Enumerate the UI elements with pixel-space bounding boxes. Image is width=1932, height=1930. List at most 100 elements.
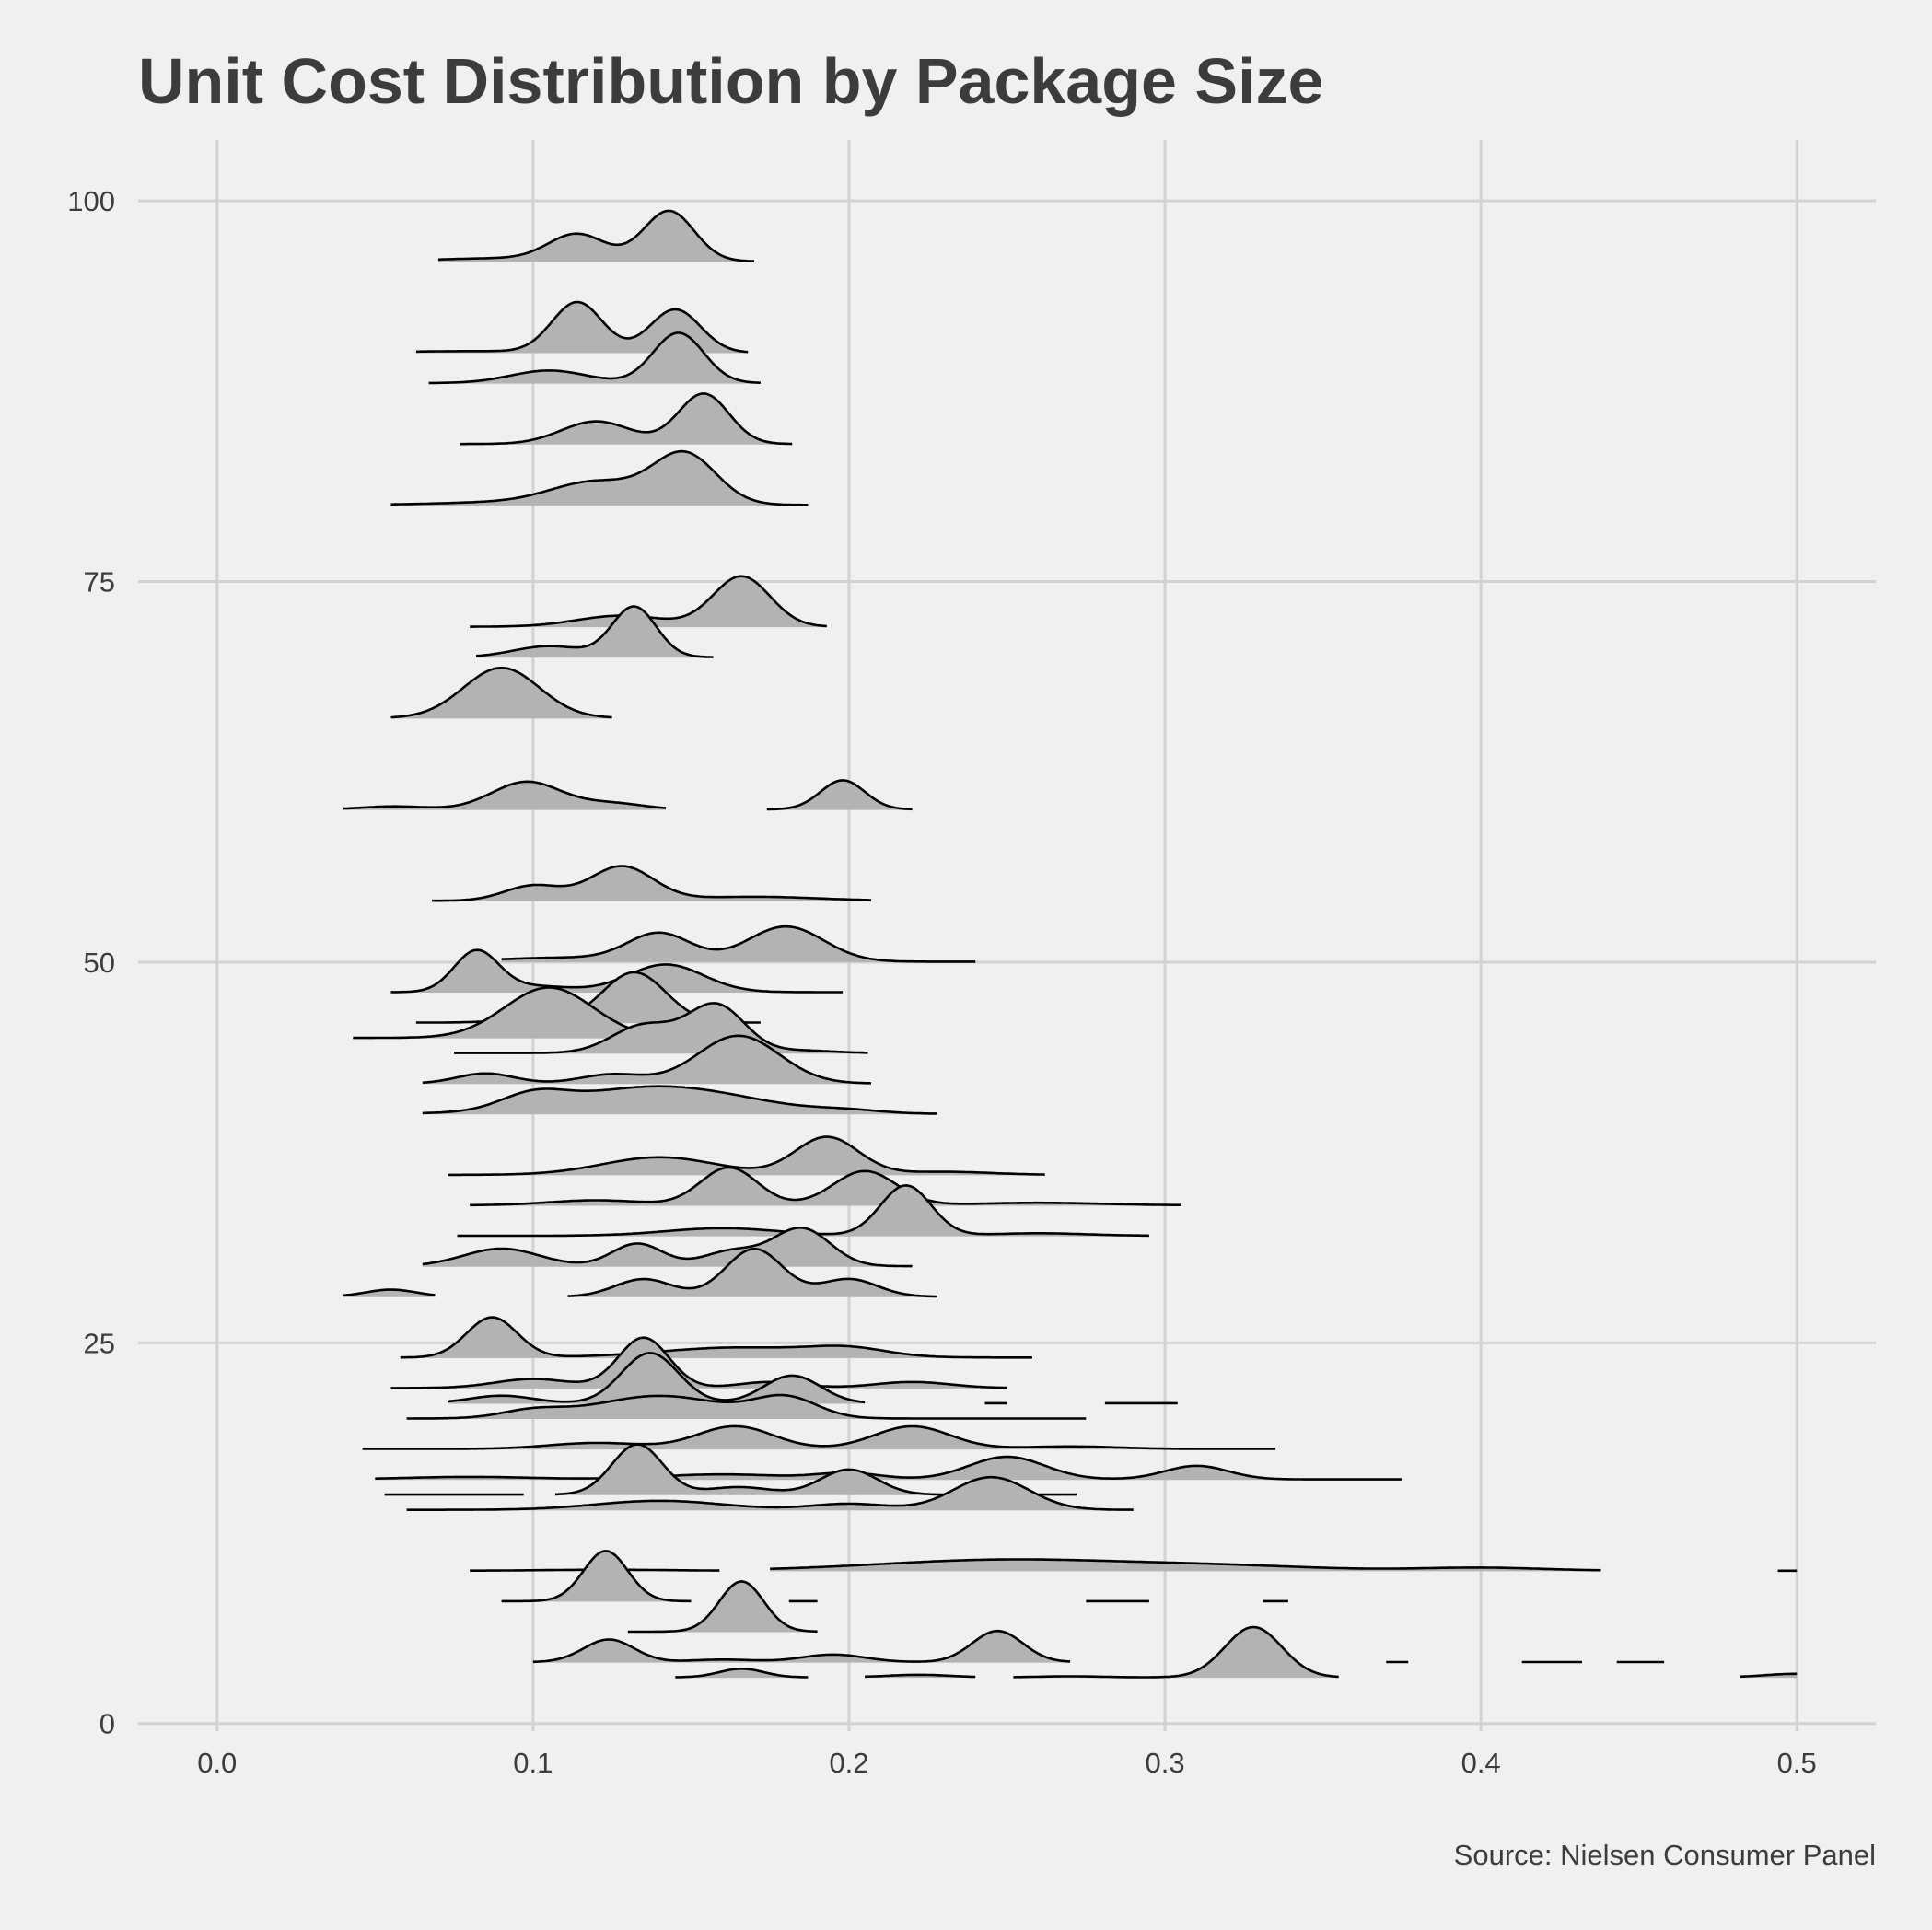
ridges-layer (343, 209, 1798, 1679)
ridge-line-34-3 (1740, 1672, 1798, 1679)
ridge-8 (343, 779, 913, 811)
ridge-area-0-0 (437, 210, 754, 262)
y-tick-label: 50 (84, 947, 115, 979)
ridge-line-33-0 (532, 1629, 1071, 1664)
ridge-area-18-0 (470, 1167, 1181, 1206)
ridge-line-23-0 (390, 1336, 1007, 1389)
ridge-line-34-0 (675, 1668, 809, 1679)
ridge-line-13-0 (353, 986, 669, 1040)
ridge-7 (390, 666, 612, 719)
ridge-26 (362, 1424, 1276, 1450)
ridge-area-17-0 (448, 1136, 1045, 1176)
ridge-line-9-0 (432, 865, 872, 902)
ridge-line-2-0 (428, 331, 761, 385)
ridge-area-6-0 (476, 606, 714, 658)
y-axis-tick-labels: 0 25 50 75 100 (67, 185, 115, 1740)
ridge-area-2-0 (428, 332, 761, 384)
ridge-area-3-0 (460, 393, 793, 445)
ridge-area-15-0 (422, 1035, 871, 1085)
ridge-line-8-1 (766, 779, 913, 811)
ridge-line-28-1 (554, 1443, 950, 1496)
ridge-2 (428, 331, 761, 385)
ridge-line-20-0 (422, 1227, 913, 1268)
y-tick-label: 25 (84, 1327, 115, 1359)
ridge-area-9-0 (432, 866, 871, 901)
ridge-30 (470, 1558, 1798, 1573)
ridge-25 (406, 1393, 1087, 1420)
ridge-area-4-0 (390, 451, 809, 506)
ridge-10 (501, 924, 976, 963)
ridge-34 (675, 1625, 1798, 1679)
ridge-4 (390, 449, 809, 506)
x-tick-label: 0.0 (197, 1747, 237, 1779)
ridge-area-8-1 (766, 780, 913, 810)
ridge-area-20-0 (422, 1227, 913, 1267)
x-tick-label: 0.4 (1461, 1747, 1501, 1779)
ridge-31 (501, 1550, 1288, 1603)
y-tick-label: 100 (67, 185, 115, 217)
ridge-line-16-0 (422, 1085, 938, 1115)
ridge-line-26-0 (362, 1424, 1276, 1450)
ridge-32 (627, 1580, 818, 1634)
ridge-33 (532, 1629, 1665, 1664)
chart-title: Unit Cost Distribution by Package Size (138, 45, 1323, 117)
ridge-line-34-1 (865, 1673, 976, 1679)
ridge-15 (422, 1034, 872, 1085)
ridge-0 (437, 209, 755, 262)
ridge-27 (375, 1455, 1402, 1481)
ridge-area-21-1 (567, 1249, 937, 1297)
ridge-area-7-0 (390, 668, 612, 719)
ridge-29 (406, 1475, 1134, 1511)
ridge-area-28-1 (554, 1444, 950, 1495)
ridge-area-12-0 (415, 972, 761, 1024)
ridge-23 (390, 1336, 1007, 1389)
ridge-22 (400, 1316, 1032, 1359)
ridge-area-22-0 (400, 1317, 1032, 1358)
ridge-area-29-0 (406, 1477, 1134, 1511)
ridge-21 (343, 1248, 937, 1298)
ridge-area-24-0 (448, 1353, 866, 1404)
y-tick-label: 75 (84, 566, 115, 599)
ridge-line-30-1 (770, 1558, 1601, 1572)
ridge-area-8-0 (343, 781, 666, 810)
ridge-area-21-0 (343, 1289, 436, 1297)
ridge-area-30-1 (770, 1559, 1601, 1572)
ridge-line-22-0 (400, 1316, 1032, 1359)
x-tick-label: 0.2 (829, 1747, 868, 1779)
ridge-area-16-0 (422, 1086, 937, 1115)
ridge-line-32-0 (627, 1580, 818, 1634)
ridge-area-34-2 (1013, 1627, 1339, 1679)
ridge-area-32-0 (627, 1581, 818, 1633)
ridge-line-25-0 (406, 1393, 1087, 1420)
ridge-line-31-0 (501, 1550, 692, 1603)
ridge-13 (353, 986, 669, 1040)
ridge-area-11-0 (390, 949, 844, 993)
ridge-28 (384, 1443, 1077, 1496)
ridge-area-13-0 (353, 987, 669, 1039)
grid-layer (138, 140, 1876, 1731)
ridge-line-27-0 (375, 1455, 1402, 1481)
ridge-line-0-0 (437, 209, 755, 262)
y-tick-label: 0 (99, 1708, 115, 1740)
ridge-line-6-0 (476, 605, 714, 658)
x-axis-tick-labels: 0.0 0.1 0.2 0.3 0.4 0.5 (197, 1747, 1817, 1779)
ridge-line-7-0 (390, 666, 612, 719)
ridge-area-33-0 (532, 1631, 1071, 1663)
ridge-line-34-2 (1013, 1625, 1339, 1679)
chart-caption: Source: Nielsen Consumer Panel (1454, 1839, 1876, 1871)
ridge-line-15-0 (422, 1034, 872, 1085)
ridge-6 (476, 605, 714, 658)
ridge-18 (470, 1166, 1181, 1207)
ridge-area-5-0 (470, 576, 827, 628)
ridge-line-4-0 (390, 449, 809, 506)
ridge-9 (432, 865, 872, 902)
ridge-line-1-0 (415, 300, 749, 354)
ridge-line-29-0 (406, 1475, 1134, 1511)
ridge-line-17-0 (448, 1135, 1045, 1177)
ridge-line-21-1 (567, 1248, 937, 1298)
x-tick-label: 0.3 (1145, 1747, 1184, 1779)
ridge-line-3-0 (460, 392, 793, 446)
x-tick-label: 0.1 (513, 1747, 553, 1779)
